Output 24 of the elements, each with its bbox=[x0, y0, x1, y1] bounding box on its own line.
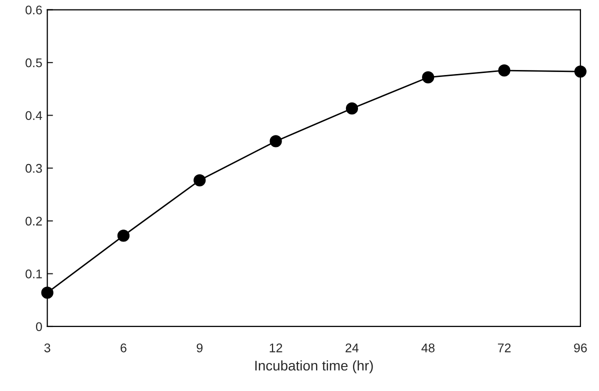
point bbox=[117, 230, 130, 242]
y-tick-label: 0.6 bbox=[26, 6, 42, 14]
x-axis-title: Incubation time (hr) bbox=[255, 360, 373, 374]
x-tick-label: 9 bbox=[196, 343, 203, 352]
y-tick-label: 0 bbox=[36, 322, 42, 332]
y-tick-label: 0.2 bbox=[26, 216, 42, 226]
point bbox=[41, 286, 54, 299]
y-tick-label: 0.3 bbox=[26, 164, 42, 173]
point bbox=[346, 102, 358, 115]
point bbox=[194, 174, 206, 186]
x-tick-label: 24 bbox=[346, 343, 359, 352]
point bbox=[574, 65, 587, 78]
x-tick-label: 6 bbox=[120, 343, 126, 352]
point bbox=[498, 64, 510, 77]
x-tick-label: 96 bbox=[574, 343, 587, 352]
y-tick-label: 0.4 bbox=[26, 111, 42, 120]
x-tick-label: 3 bbox=[44, 343, 50, 352]
x-tick-label: 72 bbox=[498, 343, 511, 352]
point bbox=[422, 71, 434, 84]
x-tick-label: 12 bbox=[270, 343, 282, 352]
y-tick-label: 0.1 bbox=[26, 270, 42, 278]
y-tick-label: 0.5 bbox=[26, 58, 42, 68]
x-tick-label: 48 bbox=[421, 343, 435, 352]
point bbox=[270, 135, 282, 148]
